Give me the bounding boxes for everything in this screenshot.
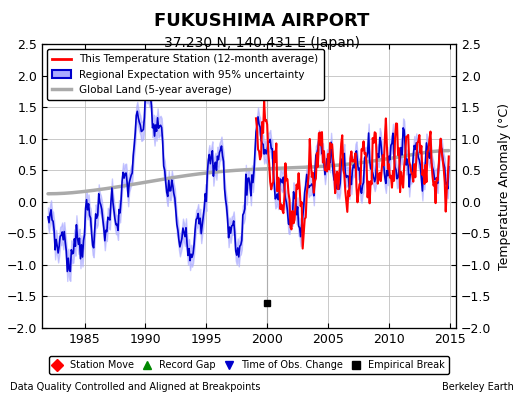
Text: Berkeley Earth: Berkeley Earth	[442, 382, 514, 392]
Text: FUKUSHIMA AIRPORT: FUKUSHIMA AIRPORT	[154, 12, 370, 30]
Y-axis label: Temperature Anomaly (°C): Temperature Anomaly (°C)	[498, 102, 511, 270]
Text: 37.230 N, 140.431 E (Japan): 37.230 N, 140.431 E (Japan)	[164, 36, 360, 50]
Text: Data Quality Controlled and Aligned at Breakpoints: Data Quality Controlled and Aligned at B…	[10, 382, 261, 392]
Legend: Station Move, Record Gap, Time of Obs. Change, Empirical Break: Station Move, Record Gap, Time of Obs. C…	[49, 356, 449, 374]
